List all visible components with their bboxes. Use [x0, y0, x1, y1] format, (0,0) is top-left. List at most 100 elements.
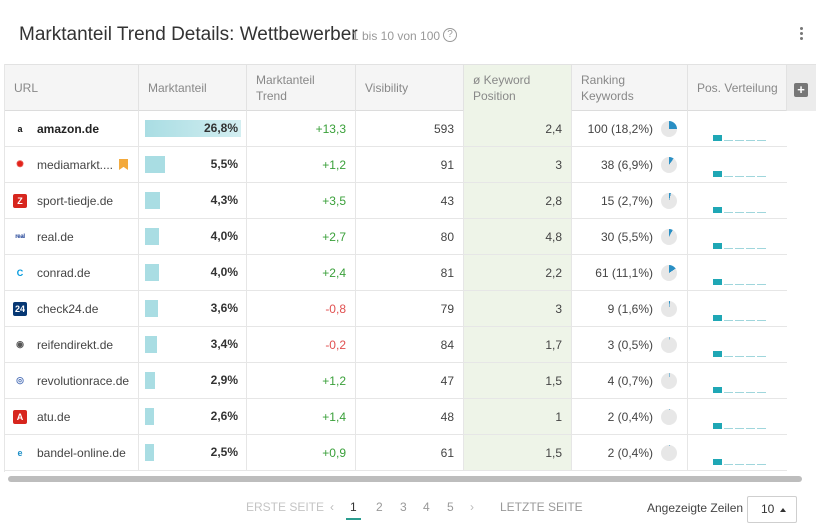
pos-distribution-cell[interactable]: [688, 363, 787, 398]
pos-distribution-cell[interactable]: [688, 111, 787, 146]
column-header-visibility[interactable]: Visibility: [356, 65, 464, 111]
column-header-pos-distribution[interactable]: Pos. Verteilung: [688, 65, 787, 111]
pos-distribution-chart: [713, 167, 773, 177]
keyword-position-value: 2,2: [464, 255, 572, 290]
trend-value: +3,5: [247, 183, 356, 218]
column-header-url[interactable]: URL: [5, 65, 139, 111]
domain-link[interactable]: reifendirekt.de: [37, 337, 114, 352]
distribution-bar: [713, 279, 722, 285]
share-bar: [145, 444, 154, 461]
last-page-link[interactable]: LETZTE SEITE: [500, 500, 583, 514]
domain-link[interactable]: sport-tiedje.de: [37, 193, 114, 208]
first-page-link[interactable]: ERSTE SEITE: [246, 500, 325, 514]
share-cell: 2,9%: [139, 363, 247, 398]
ranking-keywords-value: 2 (0,4%): [607, 445, 653, 460]
distribution-bar: [724, 356, 733, 357]
favicon-icon: ✺: [13, 157, 27, 172]
page-3-link[interactable]: 3: [400, 500, 407, 514]
domain-link[interactable]: real.de: [37, 229, 74, 244]
pos-distribution-cell[interactable]: [688, 327, 787, 362]
keyword-position-value: 2,8: [464, 183, 572, 218]
distribution-bar: [757, 284, 766, 285]
column-header-ranking-keywords[interactable]: Ranking Keywords: [572, 65, 688, 111]
horizontal-scrollbar[interactable]: [8, 476, 802, 482]
table-row[interactable]: ✺ mediamarkt.... 5,5% +1,2 91 3 38 (6,9%): [5, 147, 787, 183]
page-2-link[interactable]: 2: [376, 500, 383, 514]
distribution-bar: [746, 140, 755, 141]
table-row[interactable]: a amazon.de 26,8% +13,3 593 2,4 100 (18,2%): [5, 111, 787, 147]
visibility-value: 84: [356, 327, 464, 362]
favicon-icon: e: [13, 445, 27, 460]
favicon-icon: Z: [13, 193, 27, 208]
visibility-value: 91: [356, 147, 464, 182]
ranking-keywords-cell: 2 (0,4%): [572, 399, 688, 434]
add-column-button[interactable]: +: [794, 83, 808, 97]
table-row[interactable]: real real.de 4,0% +2,7 80 4,8 30 (5,5%): [5, 219, 787, 255]
pos-distribution-cell[interactable]: [688, 435, 787, 470]
table-row[interactable]: ◎ revolutionrace.de 2,9% +1,2 47 1,5 4 (0,7%): [5, 363, 787, 399]
domain-link[interactable]: bandel-online.de: [37, 445, 126, 460]
share-cell: 3,6%: [139, 291, 247, 326]
domain-link[interactable]: atu.de: [37, 409, 71, 424]
page-1-link[interactable]: 1: [346, 500, 361, 520]
url-cell[interactable]: ◎ revolutionrace.de: [5, 363, 139, 398]
table-row[interactable]: 24 check24.de 3,6% -0,8 79 3 9 (1,6%): [5, 291, 787, 327]
keyword-position-value: 2,4: [464, 111, 572, 146]
rows-per-page-select[interactable]: 10: [747, 496, 797, 523]
distribution-bar: [724, 284, 733, 285]
pos-distribution-cell[interactable]: [688, 291, 787, 326]
domain-link[interactable]: mediamarkt....: [37, 157, 114, 172]
prev-page-icon[interactable]: ‹: [330, 500, 334, 514]
column-header-trend[interactable]: Marktanteil Trend: [247, 65, 356, 111]
distribution-bar: [746, 464, 755, 465]
pos-distribution-cell[interactable]: [688, 219, 787, 254]
url-cell[interactable]: 24 check24.de: [5, 291, 139, 326]
domain-link[interactable]: revolutionrace.de: [37, 373, 130, 388]
table-row[interactable]: e bandel-online.de 2,5% +0,9 61 1,5 2 (0,4%): [5, 435, 787, 471]
url-cell[interactable]: ✺ mediamarkt....: [5, 147, 139, 182]
distribution-bar: [713, 207, 722, 213]
trend-value: -0,8: [247, 291, 356, 326]
keyword-position-value: 1,7: [464, 327, 572, 362]
url-cell[interactable]: ◉ reifendirekt.de: [5, 327, 139, 362]
keyword-position-value: 3: [464, 291, 572, 326]
url-cell[interactable]: a amazon.de: [5, 111, 139, 146]
column-header-keyword-position[interactable]: ø Keyword Position: [464, 65, 572, 111]
pos-distribution-cell[interactable]: [688, 183, 787, 218]
pos-distribution-cell[interactable]: [688, 147, 787, 182]
column-header-share[interactable]: Marktanteil: [139, 65, 247, 111]
domain-link[interactable]: amazon.de: [37, 121, 100, 136]
page-5-link[interactable]: 5: [447, 500, 454, 514]
domain-link[interactable]: check24.de: [37, 301, 99, 316]
ranking-keywords-cell: 61 (11,1%): [572, 255, 688, 290]
url-cell[interactable]: e bandel-online.de: [5, 435, 139, 470]
ranking-pie-icon: [661, 373, 677, 389]
distribution-bar: [735, 176, 744, 177]
rows-per-page-label: Angezeigte Zeilen: [647, 501, 744, 515]
distribution-bar: [746, 284, 755, 285]
pos-distribution-cell[interactable]: [688, 399, 787, 434]
next-page-icon[interactable]: ›: [470, 500, 474, 514]
bookmark-icon[interactable]: [119, 159, 129, 170]
pos-distribution-cell[interactable]: [688, 255, 787, 290]
table-row[interactable]: ◉ reifendirekt.de 3,4% -0,2 84 1,7 3 (0,5%): [5, 327, 787, 363]
page-4-link[interactable]: 4: [423, 500, 430, 514]
domain-link[interactable]: conrad.de: [37, 265, 91, 280]
more-options-icon[interactable]: [797, 26, 805, 42]
ranking-keywords-value: 61 (11,1%): [595, 265, 653, 280]
distribution-bar: [757, 356, 766, 357]
visibility-value: 48: [356, 399, 464, 434]
keyword-position-value: 1,5: [464, 363, 572, 398]
url-cell[interactable]: real real.de: [5, 219, 139, 254]
result-range: 1 bis 10 von 100: [352, 29, 441, 43]
distribution-bar: [724, 428, 733, 429]
distribution-bar: [746, 356, 755, 357]
share-cell: 5,5%: [139, 147, 247, 182]
help-icon[interactable]: ?: [443, 28, 457, 42]
